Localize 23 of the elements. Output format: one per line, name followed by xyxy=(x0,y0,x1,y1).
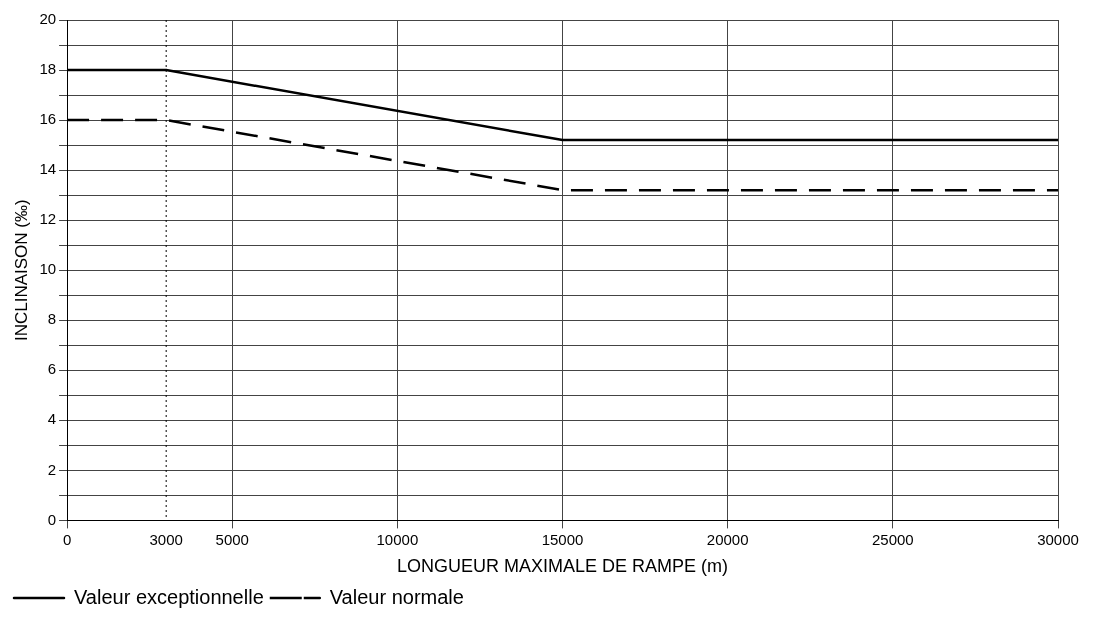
y-tick-label: 0 xyxy=(47,510,57,528)
y-tick-label: 20 xyxy=(39,10,57,28)
y-tick-label: 18 xyxy=(39,60,57,78)
y-tick-label: 6 xyxy=(47,360,57,378)
x-tick-label: 25000 xyxy=(871,530,914,548)
y-tick-label: 14 xyxy=(39,160,57,178)
x-tick-label: 15000 xyxy=(541,530,584,548)
y-axis-title: INCLINAISON (‰) xyxy=(11,199,31,342)
x-tick-label: 20000 xyxy=(706,530,749,548)
x-tick-label: 0 xyxy=(62,530,72,548)
y-tick-label: 8 xyxy=(47,310,57,328)
legend-label: Valeur exceptionnelle xyxy=(74,585,264,608)
legend-label: Valeur normale xyxy=(329,585,464,608)
y-tick-label: 10 xyxy=(39,260,57,278)
x-tick-label: 10000 xyxy=(376,530,419,548)
y-tick-label: 12 xyxy=(39,210,57,228)
y-tick-label: 2 xyxy=(47,460,57,478)
x-tick-label: 30000 xyxy=(1037,530,1079,548)
y-tick-label: 4 xyxy=(47,410,57,428)
x-axis-title: LONGUEUR MAXIMALE DE RAMPE (m) xyxy=(397,556,729,577)
y-tick-label: 16 xyxy=(39,110,57,128)
x-tick-label: 5000 xyxy=(215,530,249,548)
x-tick-label: 3000 xyxy=(149,530,183,548)
